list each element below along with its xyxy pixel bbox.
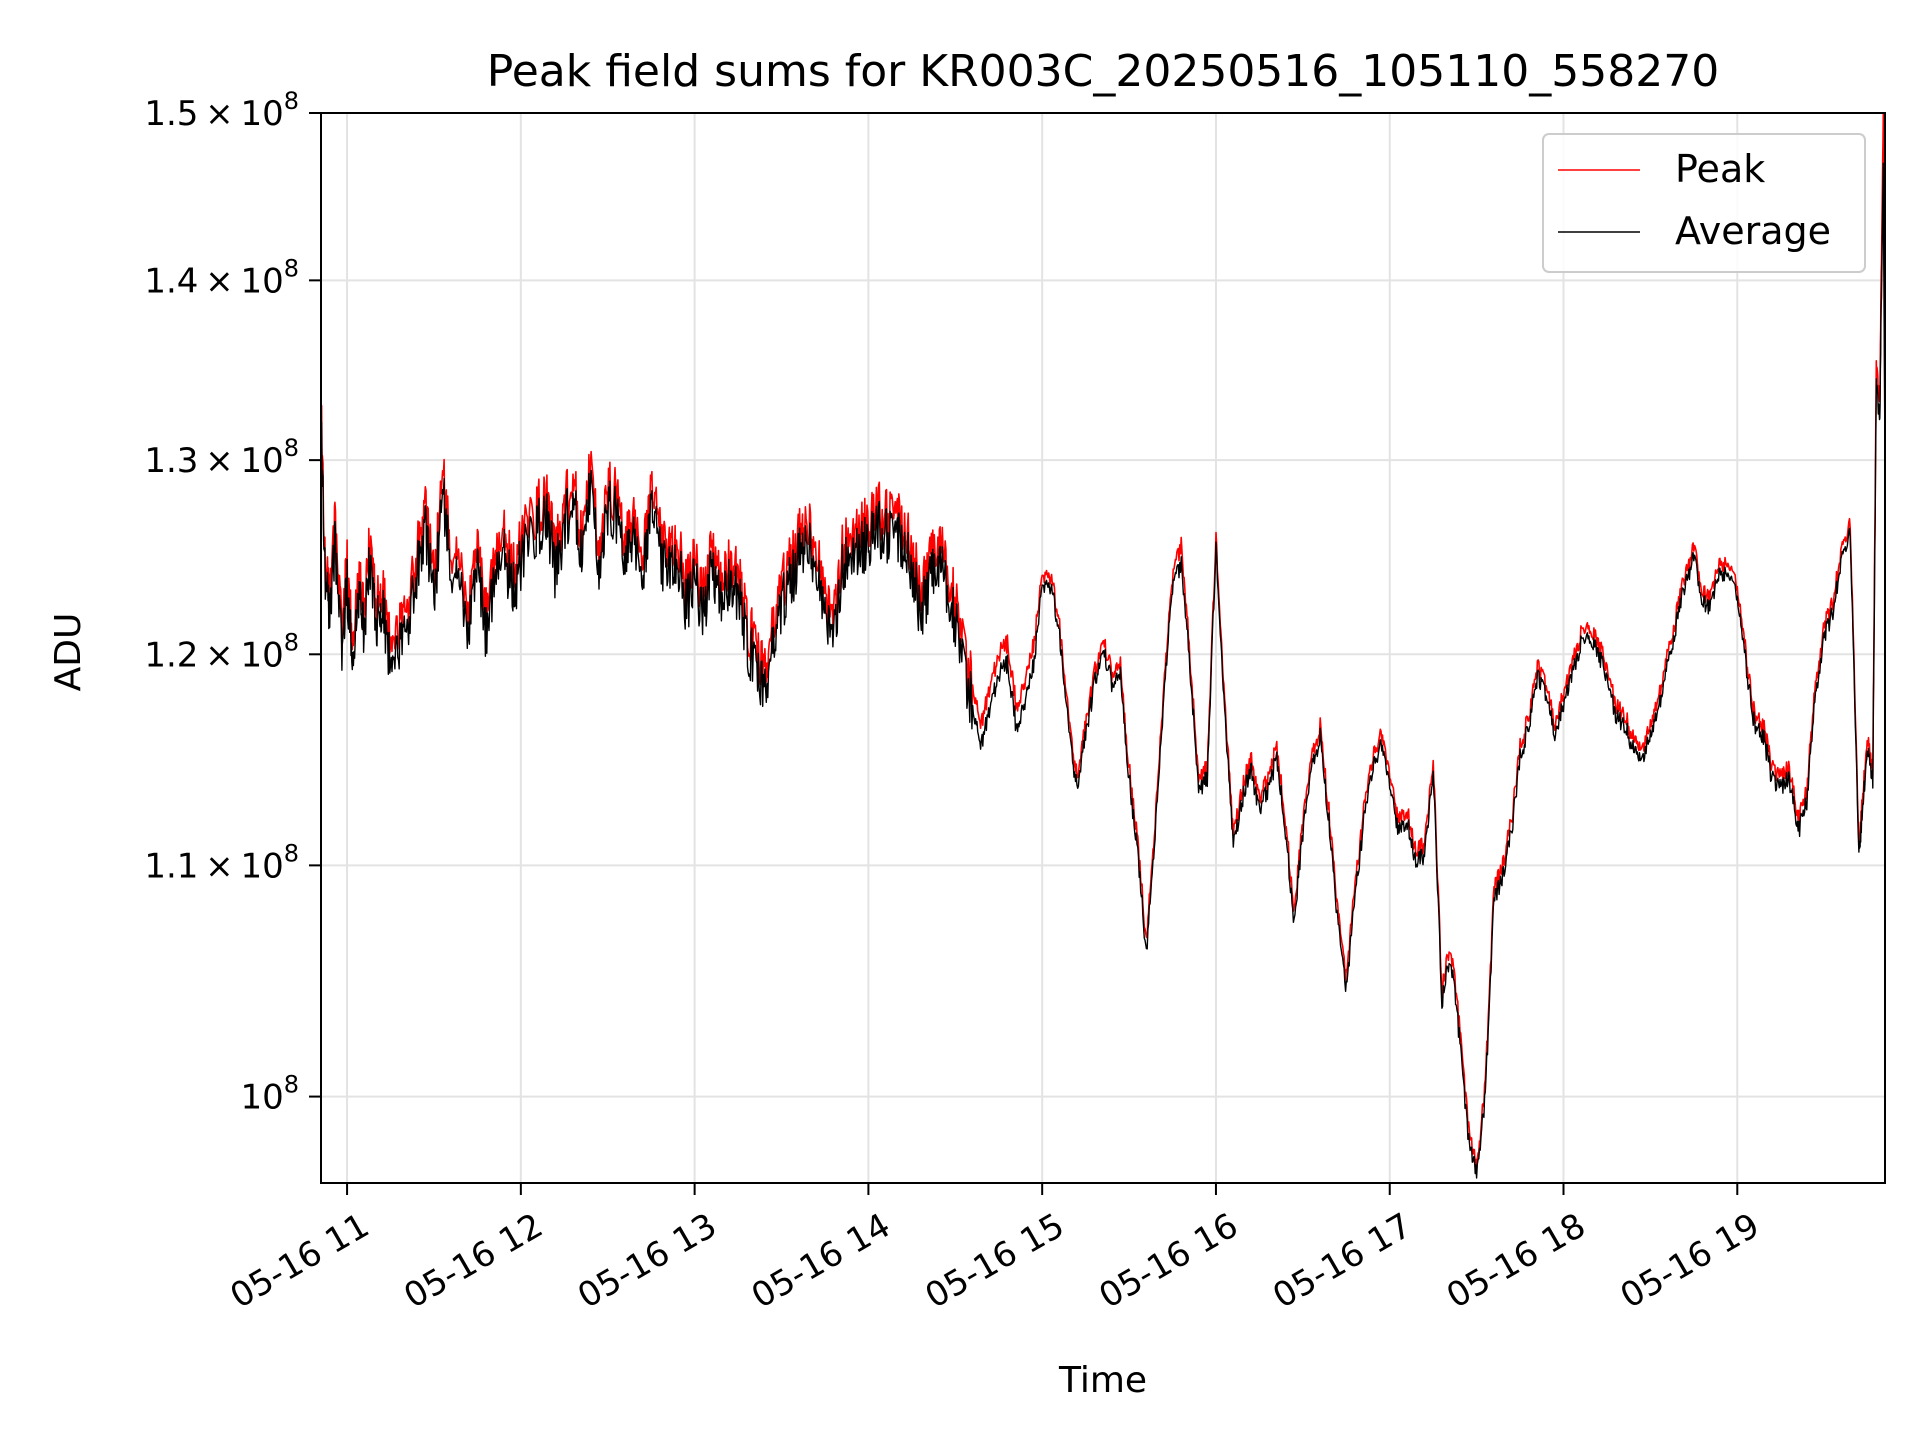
y-tick-label: 1.4 × 108 [144,254,299,301]
series-layer [321,113,1885,1179]
chart-title: Peak field sums for KR003C_20250516_1051… [487,46,1719,97]
y-axis-title: ADU [48,613,89,692]
y-tick-label: 1.3 × 108 [144,434,299,481]
legend-label-peak: Peak [1675,147,1765,191]
legend: Peak Average [1542,133,1866,273]
x-axis-title: Time [1058,1360,1147,1401]
y-tick-label-base: 1.1 × 10 [144,846,283,886]
y-tick-label: 108 [240,1071,299,1118]
y-tick-label-exponent: 8 [284,434,299,462]
y-tick-label-exponent: 8 [284,254,299,282]
y-tick-label-base: 1.3 × 10 [144,441,283,481]
series-line-average [321,162,1885,1179]
y-tick-label-base: 1.4 × 10 [144,261,283,301]
y-tick-label: 1.2 × 108 [144,628,299,675]
y-tick-label: 1.5 × 108 [144,87,299,134]
y-tick-label: 1.1 × 108 [144,839,299,886]
y-tick-label-exponent: 8 [284,839,299,867]
y-tick-label-base: 1.2 × 10 [144,635,283,675]
y-tick-label-exponent: 8 [284,628,299,656]
legend-box [1542,133,1866,273]
plot-frame [320,112,1886,1184]
y-tick-label-base: 1.5 × 10 [144,94,283,134]
y-tick-label-base: 10 [240,1078,283,1118]
legend-label-average: Average [1675,209,1831,253]
y-tick-label-exponent: 8 [284,87,299,115]
y-tick-label-exponent: 8 [284,1071,299,1099]
